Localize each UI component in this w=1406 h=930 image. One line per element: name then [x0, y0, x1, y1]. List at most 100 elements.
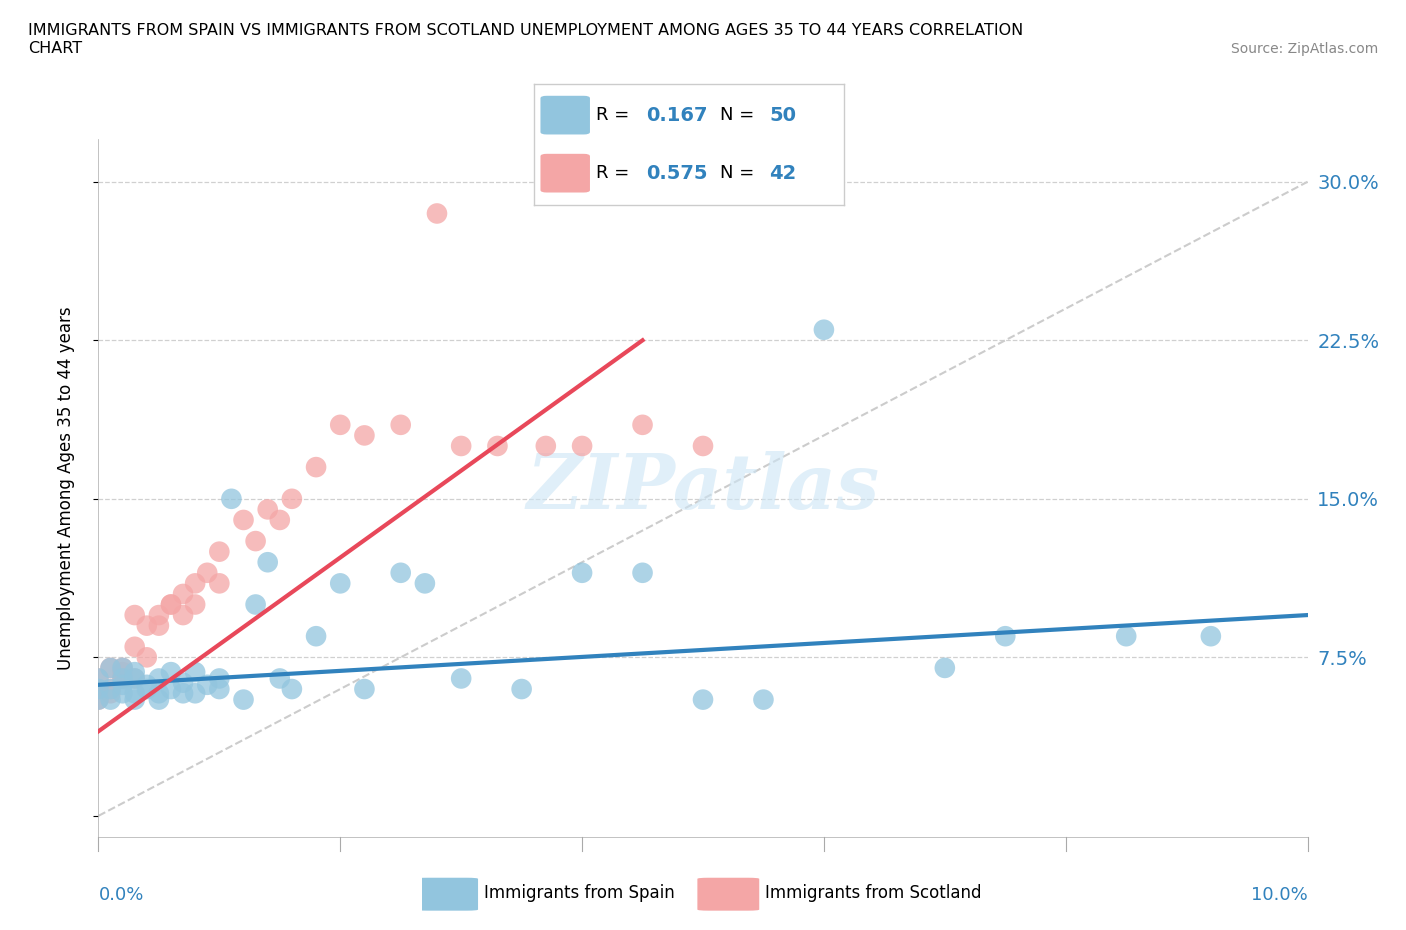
Point [148, 618, 170, 633]
Point [184, 685, 207, 700]
Point [148, 607, 170, 622]
Point [135, 618, 157, 633]
Point [124, 639, 146, 654]
Point [172, 607, 194, 622]
Text: N =: N = [720, 106, 759, 124]
Text: 0.575: 0.575 [645, 164, 707, 182]
Point [571, 565, 593, 580]
Point [111, 671, 134, 686]
Point [100, 682, 122, 697]
Point [208, 544, 231, 559]
Point [87, 671, 110, 686]
Point [450, 671, 472, 686]
Point [208, 671, 231, 686]
Point [100, 660, 122, 675]
Point [111, 671, 134, 686]
Point [124, 671, 146, 686]
Text: IMMIGRANTS FROM SPAIN VS IMMIGRANTS FROM SCOTLAND UNEMPLOYMENT AMONG AGES 35 TO : IMMIGRANTS FROM SPAIN VS IMMIGRANTS FROM… [28, 23, 1024, 56]
Point [148, 685, 170, 700]
Point [510, 682, 533, 697]
Point [172, 675, 194, 690]
Point [172, 685, 194, 700]
Point [813, 323, 835, 338]
Point [111, 660, 134, 675]
Y-axis label: Unemployment Among Ages 35 to 44 years: Unemployment Among Ages 35 to 44 years [56, 307, 75, 670]
Point [111, 671, 134, 686]
Point [87, 682, 110, 697]
Text: N =: N = [720, 165, 759, 182]
Text: 50: 50 [769, 106, 796, 125]
Point [195, 677, 218, 692]
Point [135, 682, 157, 697]
Text: 10.0%: 10.0% [1251, 885, 1308, 904]
Point [1115, 629, 1137, 644]
Point [172, 587, 194, 602]
Point [994, 629, 1017, 644]
Point [100, 660, 122, 675]
Point [281, 491, 304, 506]
Point [124, 671, 146, 686]
Text: R =: R = [596, 165, 636, 182]
Point [135, 650, 157, 665]
Point [148, 692, 170, 707]
Text: Source: ZipAtlas.com: Source: ZipAtlas.com [1230, 42, 1378, 56]
Point [111, 677, 134, 692]
Point [100, 685, 122, 700]
Point [221, 491, 243, 506]
Point [329, 576, 352, 591]
Point [87, 682, 110, 697]
Point [281, 682, 304, 697]
Text: R =: R = [596, 106, 636, 124]
FancyBboxPatch shape [416, 878, 478, 910]
Text: Immigrants from Spain: Immigrants from Spain [484, 884, 675, 902]
Point [111, 660, 134, 675]
Point [160, 682, 183, 697]
Point [195, 565, 218, 580]
Point [124, 692, 146, 707]
Point [160, 597, 183, 612]
Point [111, 665, 134, 680]
Point [692, 439, 714, 454]
FancyBboxPatch shape [697, 878, 759, 910]
Point [426, 206, 449, 221]
Point [305, 629, 328, 644]
Point [87, 692, 110, 707]
Point [232, 512, 254, 527]
Point [256, 555, 278, 570]
Point [752, 692, 775, 707]
Point [232, 692, 254, 707]
Point [111, 685, 134, 700]
Text: Immigrants from Scotland: Immigrants from Scotland [765, 884, 981, 902]
Point [389, 418, 412, 432]
Point [353, 682, 375, 697]
Point [184, 576, 207, 591]
Point [534, 439, 557, 454]
Point [692, 692, 714, 707]
Point [100, 682, 122, 697]
Point [305, 459, 328, 474]
Point [208, 682, 231, 697]
FancyBboxPatch shape [540, 96, 591, 135]
Point [87, 692, 110, 707]
Point [934, 660, 956, 675]
Point [245, 597, 267, 612]
FancyBboxPatch shape [540, 153, 591, 193]
Point [148, 671, 170, 686]
Text: 0.167: 0.167 [645, 106, 707, 125]
Point [160, 597, 183, 612]
Point [631, 418, 654, 432]
Point [353, 428, 375, 443]
Point [87, 671, 110, 686]
Point [329, 418, 352, 432]
Point [184, 665, 207, 680]
Point [100, 692, 122, 707]
Point [269, 512, 291, 527]
Point [389, 565, 412, 580]
Text: 42: 42 [769, 164, 797, 182]
Point [245, 534, 267, 549]
Point [486, 439, 509, 454]
Point [184, 597, 207, 612]
Point [413, 576, 436, 591]
Point [124, 665, 146, 680]
Point [124, 607, 146, 622]
